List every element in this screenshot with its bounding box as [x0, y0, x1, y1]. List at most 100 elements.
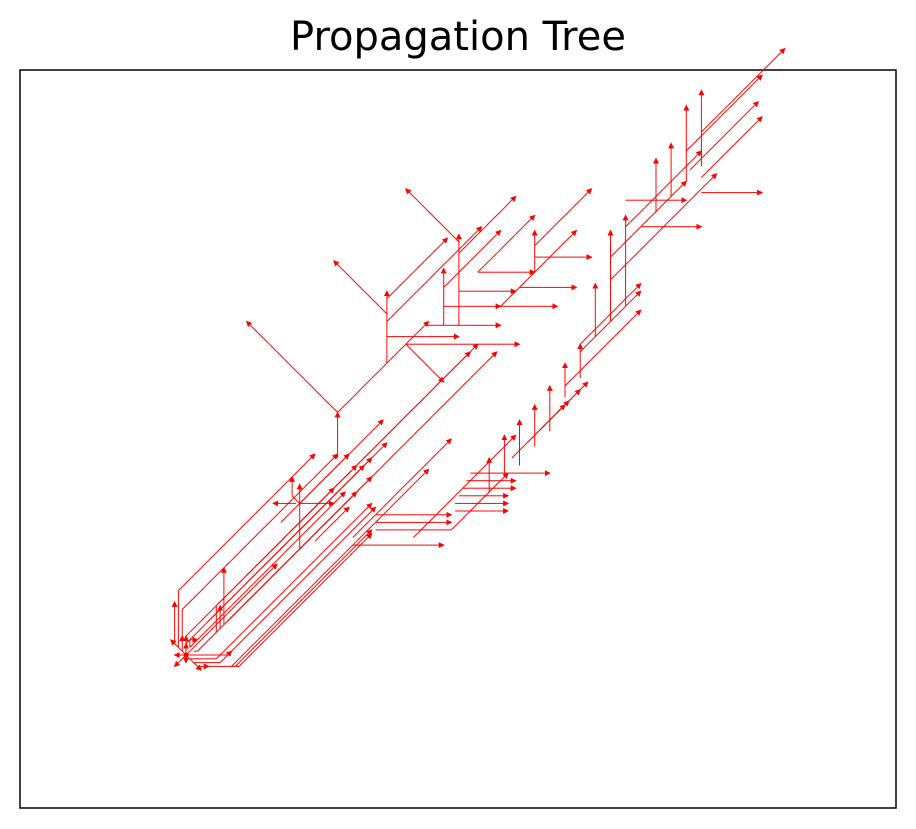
tree-edge — [594, 324, 600, 330]
tree-edge — [693, 139, 698, 144]
tree-edge — [485, 491, 490, 497]
tree-edge — [378, 305, 384, 311]
tree-edge — [344, 548, 350, 554]
tree-edge — [746, 108, 752, 114]
tree-edge — [200, 586, 206, 591]
tree-edge — [215, 571, 221, 576]
tree-edge — [704, 127, 710, 133]
tree-edge — [306, 537, 312, 542]
tree-edge — [272, 628, 278, 633]
tree-edge — [341, 268, 346, 273]
tree-edge — [466, 480, 471, 485]
tree-edge — [375, 302, 380, 307]
tree-edge — [756, 74, 763, 81]
tree-edge — [359, 510, 365, 516]
tree-edge — [238, 639, 244, 644]
tree-edge — [181, 582, 187, 588]
tree-edge — [318, 582, 323, 588]
tree-edge — [333, 518, 338, 523]
tree-edge — [582, 381, 589, 388]
tree-edge — [522, 279, 528, 284]
tree-edge — [265, 567, 270, 572]
tree-edge — [284, 480, 289, 485]
tree-edge — [485, 241, 490, 247]
tree-edge — [636, 211, 642, 216]
tree-edge — [295, 503, 301, 508]
tree-edge — [261, 635, 266, 641]
tree-edge — [390, 495, 395, 500]
tree-edge — [371, 446, 376, 451]
tree-edge — [314, 484, 319, 489]
tree-edge — [344, 533, 350, 538]
tree-edge — [576, 370, 581, 375]
tree-edge — [625, 260, 630, 265]
tree-edge — [269, 628, 274, 633]
tree-edge — [269, 518, 274, 523]
tree-edge — [363, 453, 369, 459]
tree-edge — [617, 302, 623, 307]
tree-edge — [291, 609, 297, 614]
tree-edge — [246, 647, 251, 652]
tree-edge — [246, 571, 251, 576]
tree-edge — [261, 575, 266, 580]
tree-edge — [443, 283, 448, 288]
tree-edge — [310, 487, 316, 493]
tree-edge — [405, 298, 410, 303]
tree-edge — [405, 340, 410, 345]
tree-edge — [242, 582, 247, 588]
tree-edge — [333, 544, 338, 550]
tree-edge — [322, 495, 327, 500]
tree-edge — [208, 609, 213, 614]
tree-edge — [348, 468, 354, 474]
tree-edge — [337, 461, 342, 466]
tree-edge — [441, 237, 449, 244]
tree-edge — [413, 332, 418, 337]
tree-edge — [246, 631, 251, 637]
tree-edge — [219, 605, 225, 610]
tree-edge — [322, 571, 327, 576]
tree-edge — [750, 82, 755, 87]
tree-edge — [409, 408, 414, 413]
tree-edge — [450, 233, 456, 239]
tree-edge — [723, 131, 729, 137]
tree-edge — [337, 514, 342, 519]
tree-edge — [727, 146, 733, 152]
tree-edge — [333, 260, 340, 267]
tree-edge — [579, 366, 585, 372]
tree-edge — [246, 654, 251, 660]
tree-edge — [208, 628, 213, 633]
tree-edge — [424, 461, 429, 466]
tree-edge — [348, 396, 354, 402]
tree-edge — [287, 362, 293, 368]
tree-edge — [366, 529, 373, 536]
tree-edge — [382, 309, 388, 315]
tree-edge — [549, 415, 554, 421]
tree-edge — [538, 264, 543, 269]
tree-edge — [663, 222, 668, 228]
tree-edge — [375, 449, 380, 455]
tree-edge — [723, 108, 729, 114]
tree-edge — [250, 582, 255, 588]
tree-edge — [409, 271, 414, 277]
tree-edge — [322, 510, 327, 516]
tree-edge — [242, 650, 247, 656]
tree-edge — [242, 635, 247, 641]
tree-edge — [390, 453, 395, 459]
tree-edge — [644, 241, 649, 247]
tree-edge — [663, 184, 668, 190]
tree-edge — [359, 465, 365, 470]
tree-edge — [439, 222, 445, 228]
tree-edge — [701, 184, 706, 190]
tree-edge — [306, 510, 312, 516]
tree-edge — [477, 366, 482, 372]
tree-edge — [378, 438, 384, 444]
tree-edge — [348, 476, 354, 482]
tree-edge — [454, 271, 460, 277]
tree-edge — [488, 218, 494, 224]
tree-edge — [659, 226, 664, 231]
tree-edge — [257, 567, 263, 572]
tree-edge — [314, 556, 319, 561]
tree-edge — [314, 582, 319, 588]
tree-edge — [735, 93, 740, 99]
tree-edge — [325, 506, 331, 512]
